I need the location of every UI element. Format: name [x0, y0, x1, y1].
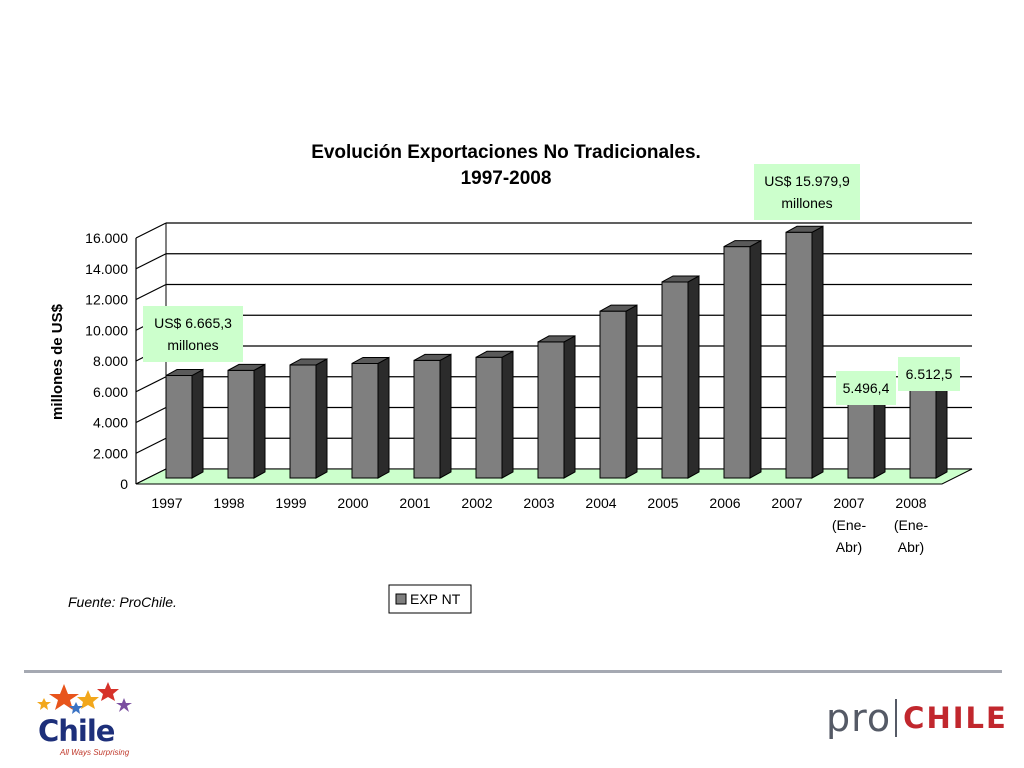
- data-label-text: US$ 6.665,3: [154, 315, 232, 331]
- data-label-text: US$ 15.979,9: [764, 173, 850, 189]
- y-tick-label: 12.000: [85, 292, 128, 308]
- y-axis-label: millones de US$: [49, 303, 66, 420]
- bar: [909, 371, 948, 479]
- bar: [289, 358, 328, 479]
- data-label-text: millones: [781, 195, 832, 211]
- gridline-diag: [135, 222, 167, 239]
- chile-logo: Chile All Ways Surprising: [26, 680, 138, 760]
- chart-title: 1997-2008: [461, 168, 552, 189]
- x-tick-label: 1999: [275, 495, 306, 511]
- bar: [599, 304, 638, 479]
- gridline-diag: [135, 376, 167, 393]
- y-tick-label: 6.000: [93, 384, 128, 400]
- source-note: Fuente: ProChile.: [68, 594, 177, 610]
- x-tick-label: 2002: [461, 495, 492, 511]
- data-label: US$ 15.979,9 millones: [754, 164, 860, 220]
- bar: [351, 356, 390, 479]
- y-tick-label: 4.000: [93, 415, 128, 431]
- prochile-logo-pro: pro: [826, 696, 892, 740]
- bar: [661, 275, 700, 479]
- chile-logo-tagline: All Ways Surprising: [60, 748, 130, 757]
- x-tick-label: 2000: [337, 495, 368, 511]
- y-tick-label: 14.000: [85, 261, 128, 277]
- prochile-logo-divider: [895, 699, 898, 737]
- x-tick-label: 2004: [585, 495, 616, 511]
- x-tick-label: 1997: [151, 495, 182, 511]
- gridline-diag: [135, 437, 167, 454]
- y-tick-label: 8.000: [93, 353, 128, 369]
- y-tick-label: 2.000: [93, 445, 128, 461]
- y-tick-label: 10.000: [85, 322, 128, 338]
- x-tick-label: 2005: [647, 495, 678, 511]
- legend-label: EXP NT: [410, 591, 461, 607]
- bar: [847, 386, 886, 479]
- stars-icon: [37, 682, 132, 714]
- bar: [537, 335, 576, 479]
- x-tick-label: 2006: [709, 495, 740, 511]
- legend-swatch: [395, 593, 407, 605]
- y-tick-label: 16.000: [85, 230, 128, 246]
- x-tick-label: 2007: [833, 495, 864, 511]
- data-label-text: 5.496,4: [843, 380, 890, 396]
- gridline-diag: [135, 283, 167, 301]
- prochile-logo-chile: CHILE: [903, 701, 1008, 735]
- data-label: 5.496,4: [836, 371, 896, 405]
- x-tick-label: 1998: [213, 495, 244, 511]
- bar: [723, 239, 762, 479]
- footer-divider: [24, 670, 1002, 673]
- bar: [785, 225, 824, 479]
- data-label-text: millones: [167, 337, 218, 353]
- bar: [227, 363, 266, 479]
- data-label: 6.512,5: [898, 357, 960, 391]
- bar: [165, 368, 204, 479]
- y-tick-label: 0: [120, 476, 128, 492]
- x-tick-label: (Ene-: [894, 517, 929, 533]
- chile-logo-word: Chile: [38, 714, 115, 748]
- x-tick-label: 2007: [771, 495, 802, 511]
- x-tick-label: Abr): [836, 539, 862, 555]
- chart-title: Evolución Exportaciones No Tradicionales…: [311, 142, 701, 163]
- bar: [475, 350, 514, 479]
- x-tick-label: 2001: [399, 495, 430, 511]
- bar: [413, 353, 452, 479]
- x-tick-label: Abr): [898, 539, 924, 555]
- gridline-diag: [135, 406, 167, 424]
- x-tick-label: (Ene-: [832, 517, 867, 533]
- gridline-diag: [135, 253, 167, 270]
- legend: EXP NT: [388, 584, 472, 614]
- prochile-logo: pro CHILE: [826, 696, 1008, 740]
- data-label: US$ 6.665,3 millones: [143, 306, 243, 362]
- x-tick-label: 2003: [523, 495, 554, 511]
- data-label-text: 6.512,5: [906, 366, 953, 382]
- x-tick-label: 2008: [895, 495, 926, 511]
